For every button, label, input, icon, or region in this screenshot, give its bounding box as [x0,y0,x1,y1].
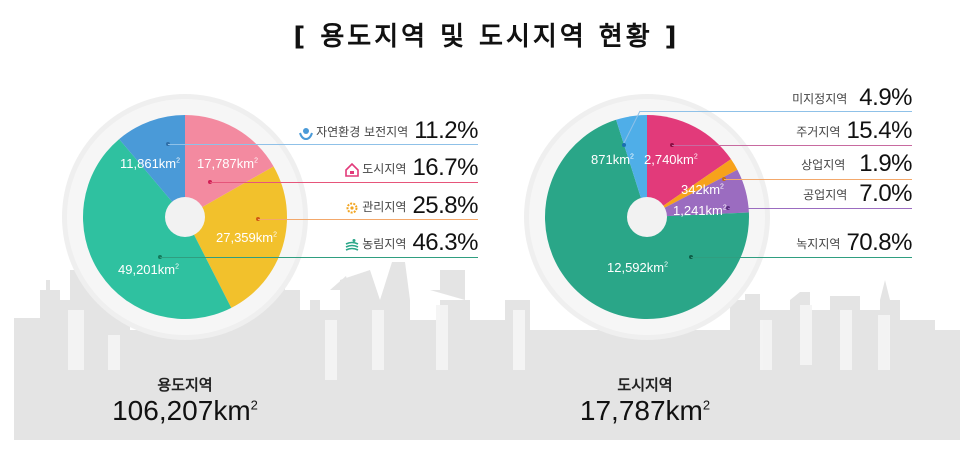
slice-area-urban: 17,787km2 [197,156,259,171]
legend-item-residential: 주거지역 15.4% [796,117,912,144]
legend-item-green: 녹지지역 70.8% [796,229,912,256]
legend-item-commercial: 상업지역 1.9% [801,150,912,177]
slice-area-nature-protection: 11,861km2 [120,156,181,171]
leader-dot [622,143,626,147]
pie-slice [647,159,738,217]
slice-area-commercial: 342km2 [681,182,724,197]
gear-icon [346,202,358,214]
leader-line-commercial [724,179,912,180]
leader-line-management [258,219,478,220]
slice-area-residential: 2,740km2 [644,152,698,167]
page-title: [ 용도지역 및 도시지역 현황 ] [293,22,680,52]
urban-area-pie-chart [524,94,770,340]
slice-area-management: 27,359km2 [216,230,278,245]
pie-slice [119,115,185,217]
legend-item-management: 관리지역 25.8% [345,194,478,218]
pie-slice [185,166,287,308]
slice-area-industrial: 1,241km2 [673,203,727,218]
slice-area-agriculture-forest: 49,201km2 [118,262,180,277]
house-icon [345,163,360,177]
farmland-icon [345,239,359,251]
legend-item-unspecified: 미지정지역 4.9% [792,84,912,111]
land-use-total: 용도지역 106,207km2 [112,376,258,426]
leader-line-unspecified [640,111,912,112]
nature-protection-icon [299,128,314,140]
land-use-pie-chart [62,94,308,340]
pie-slice [82,139,232,320]
slice-area-unspecified: 871km2 [591,152,634,167]
leader-line-industrial [728,208,912,209]
legend-item-urban: 도시지역 16.7% [345,156,478,180]
leader-line-agriculture-forest [160,257,478,258]
pie-slice [647,115,732,217]
leader-line-nature-protection [168,144,478,145]
leader-line-green [691,257,912,258]
pie-slice [647,169,749,217]
pie-slice [185,115,274,217]
legend-item-agriculture-forest: 농림지역 46.3% [345,231,478,255]
leader-line-unspecified-diagonal [623,110,641,144]
urban-area-total: 도시지역 17,787km2 [579,376,711,426]
legend-item-industrial: 공업지역 7.0% [803,180,912,207]
legend-item-nature-protection: 자연환경 보전지역 11.2% [299,119,478,143]
pie-slice [616,115,647,217]
slice-area-green: 12,592km2 [607,260,669,275]
leader-line-residential [672,145,912,146]
leader-line-urban [210,182,478,183]
